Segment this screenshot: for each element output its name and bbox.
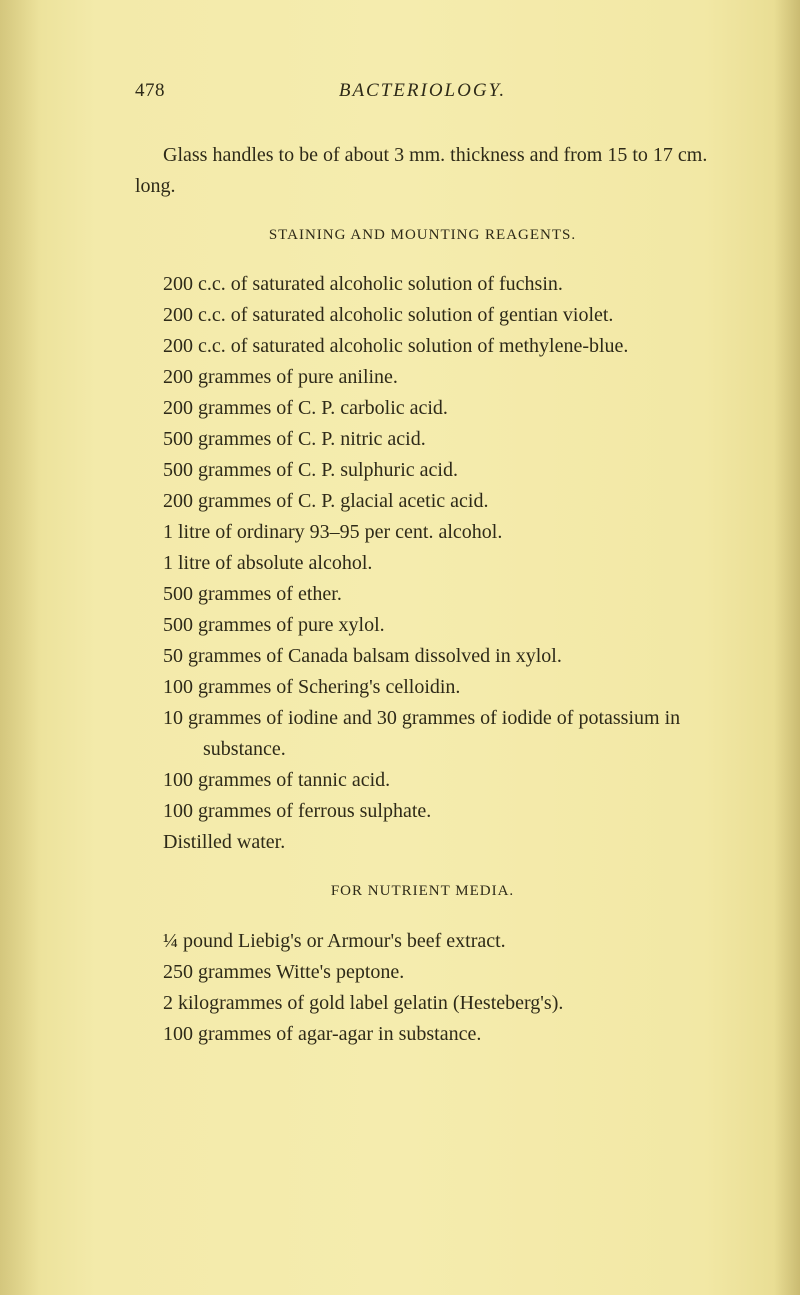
reagent-item: 100 grammes of Schering's celloidin. (135, 672, 710, 703)
reagent-item: 2 kilogrammes of gold label gelatin (Hes… (135, 988, 710, 1019)
reagent-item: 250 grammes Witte's peptone. (135, 957, 710, 988)
page-right-shadow (774, 0, 800, 1295)
reagent-item: 200 c.c. of saturated alcoholic solution… (135, 300, 710, 331)
reagent-item: ¼ pound Liebig's or Armour's beef extrac… (135, 926, 710, 957)
reagent-item: 10 grammes of iodine and 30 grammes of i… (135, 703, 710, 765)
reagent-item: 200 grammes of pure aniline. (135, 362, 710, 393)
reagent-item: 50 grammes of Canada balsam dissolved in… (135, 641, 710, 672)
reagent-item: 1 litre of absolute alcohol. (135, 548, 710, 579)
reagent-item: 500 grammes of ether. (135, 579, 710, 610)
page-left-shadow (0, 0, 40, 1295)
reagent-list-media: ¼ pound Liebig's or Armour's beef extrac… (135, 926, 710, 1050)
reagent-list-staining: 200 c.c. of saturated alcoholic solution… (135, 269, 710, 858)
page-number: 478 (135, 80, 165, 102)
reagent-item: Distilled water. (135, 827, 710, 858)
reagent-item: 1 litre of ordinary 93–95 per cent. alco… (135, 517, 710, 548)
reagent-item: 500 grammes of C. P. sulphuric acid. (135, 455, 710, 486)
reagent-item: 100 grammes of tannic acid. (135, 765, 710, 796)
running-head: 478 BACTERIOLOGY. (135, 80, 710, 102)
reagent-item: 200 c.c. of saturated alcoholic solution… (135, 331, 710, 362)
section-heading-staining: STAINING AND MOUNTING REAGENTS. (135, 224, 710, 247)
reagent-item: 100 grammes of ferrous sulphate. (135, 796, 710, 827)
section-heading-media: FOR NUTRIENT MEDIA. (135, 880, 710, 903)
running-title: BACTERIOLOGY. (339, 80, 506, 102)
reagent-item: 100 grammes of agar-agar in substance. (135, 1019, 710, 1050)
body-text: Glass handles to be of about 3 mm. thick… (135, 140, 710, 1050)
reagent-item: 200 grammes of C. P. glacial acetic acid… (135, 486, 710, 517)
intro-text: Glass handles to be of about 3 mm. thick… (135, 144, 707, 197)
reagent-item: 500 grammes of pure xylol. (135, 610, 710, 641)
reagent-item: 500 grammes of C. P. nitric acid. (135, 424, 710, 455)
reagent-item: 200 grammes of C. P. carbolic acid. (135, 393, 710, 424)
reagent-item: 200 c.c. of saturated alcoholic solution… (135, 269, 710, 300)
intro-paragraph: Glass handles to be of about 3 mm. thick… (135, 140, 710, 202)
page: 478 BACTERIOLOGY. Glass handles to be of… (0, 0, 800, 1295)
